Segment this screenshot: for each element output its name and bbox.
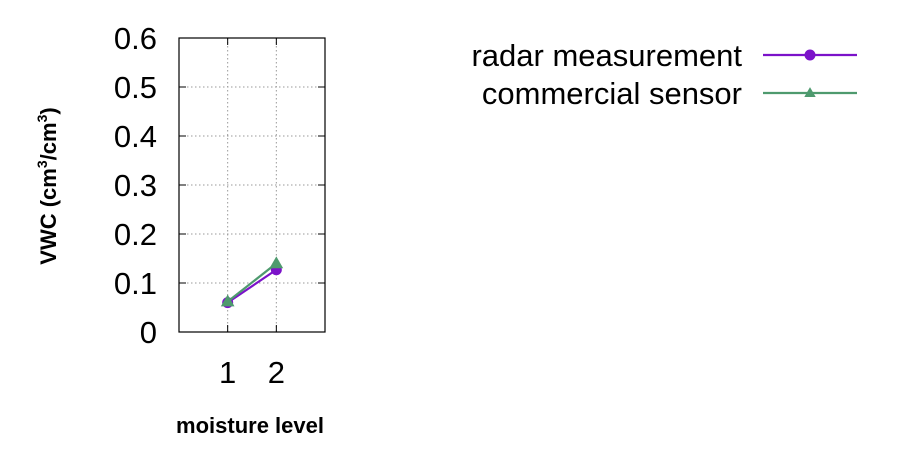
series-layer — [220, 256, 284, 309]
x-tick-label: 1 — [219, 355, 236, 390]
legend-marker — [804, 49, 816, 61]
y-tick-label: 0.3 — [114, 168, 157, 203]
legend-marker — [804, 87, 816, 97]
series-line — [226, 262, 278, 303]
axis-ticks — [179, 37, 325, 333]
series-2 — [220, 256, 284, 307]
y-tick-label: 0.6 — [114, 21, 157, 56]
data-point — [269, 256, 284, 269]
y-tick-label: 0.4 — [114, 119, 157, 154]
x-axis-label: moisture level — [176, 413, 324, 438]
grid — [179, 38, 325, 332]
x-tick-label: 2 — [268, 355, 285, 390]
series-line — [227, 268, 277, 304]
y-axis-label-suffix: ) — [36, 107, 61, 114]
y-tick-label: 0.1 — [114, 266, 157, 301]
legend-label: radar measurement — [471, 38, 742, 73]
y-axis-label-sup-1: 3 — [34, 160, 50, 168]
y-axis-tick-labels: 0 0.1 0.2 0.3 0.4 0.5 0.6 — [114, 21, 157, 350]
y-axis-label-prefix: VWC (cm — [36, 168, 61, 265]
y-tick-label: 0.2 — [114, 217, 157, 252]
legend-item: radar measurement — [471, 38, 857, 73]
y-tick-label: 0.5 — [114, 70, 157, 105]
y-axis-label-sup-2: 3 — [34, 114, 50, 122]
y-tick-label: 0 — [140, 315, 157, 350]
legend-item: commercial sensor — [482, 76, 857, 111]
legend-label: commercial sensor — [482, 76, 742, 111]
y-axis-label-mid: /cm — [36, 122, 61, 160]
y-axis-label: VWC (cm3/cm3) — [34, 107, 61, 264]
data-point — [220, 294, 235, 307]
